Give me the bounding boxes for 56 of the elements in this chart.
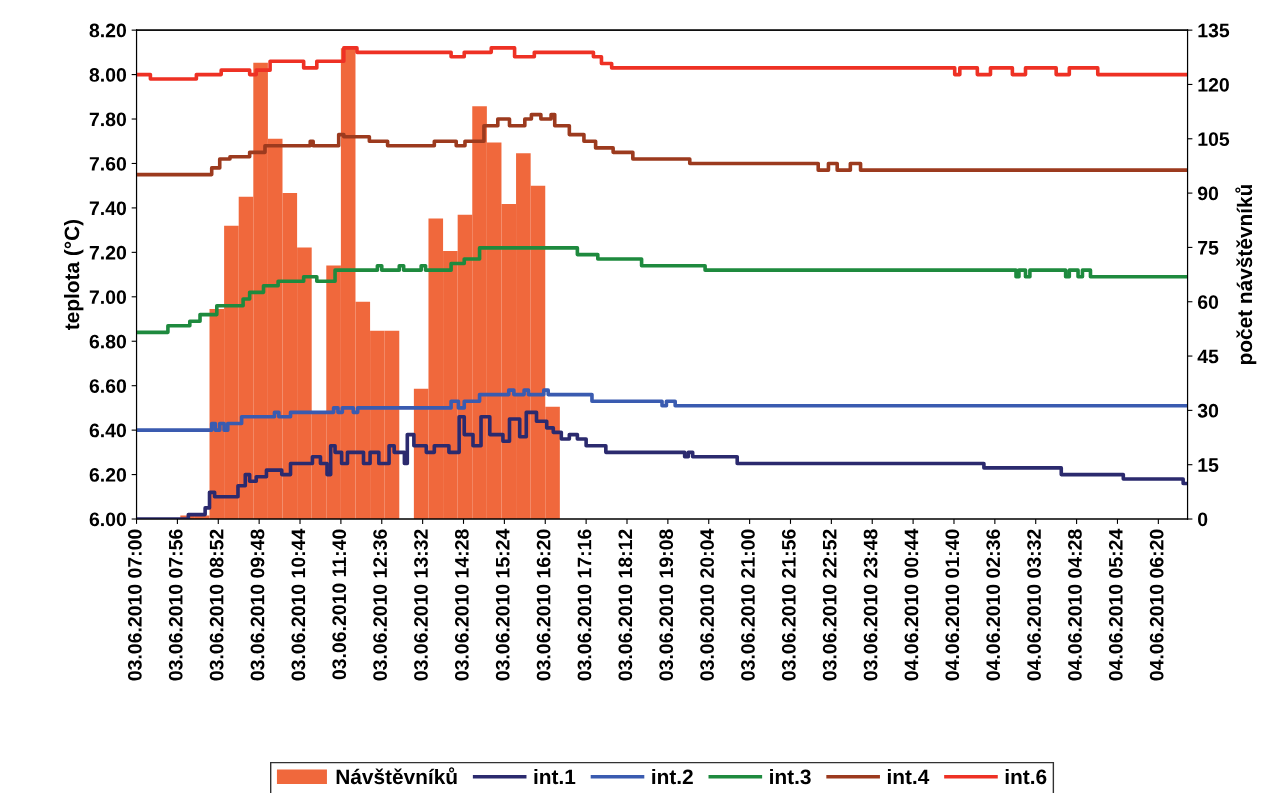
y-tick-label: 7.60 bbox=[89, 156, 127, 171]
y2-tick-label: 15 bbox=[1198, 458, 1219, 472]
x-tick-label: 03.06.2010 23:48 bbox=[863, 529, 878, 681]
x-tick-label: 04.06.2010 06:20 bbox=[1149, 529, 1164, 681]
x-tick-label: 03.06.2010 07:00 bbox=[127, 529, 142, 681]
x-tick-label: 04.06.2010 04:28 bbox=[1068, 529, 1082, 681]
y-tick-label: 6.00 bbox=[89, 512, 127, 527]
y-tick-label: 8.00 bbox=[89, 68, 127, 82]
x-tick-label: 03.06.2010 22:52 bbox=[822, 529, 837, 681]
x-tick-label: 03.06.2010 09:48 bbox=[250, 529, 265, 681]
y-tick-label: 6.60 bbox=[89, 379, 127, 393]
y-tick-label: 6.40 bbox=[89, 423, 127, 438]
x-tick-label: 03.06.2010 13:32 bbox=[414, 529, 428, 681]
y-tick-label: 6.20 bbox=[89, 468, 127, 482]
y2-tick-label: 90 bbox=[1197, 186, 1219, 201]
legend-label: Návštěvníků bbox=[336, 767, 457, 785]
x-tick-label: 03.06.2010 10:44 bbox=[291, 528, 306, 681]
y2-tick-label: 75 bbox=[1198, 241, 1219, 255]
x-tick-label: 03.06.2010 08:52 bbox=[209, 529, 224, 681]
x-tick-label: 03.06.2010 15:24 bbox=[495, 528, 510, 681]
y2-axis-title: počet návštěvníků bbox=[1235, 185, 1257, 365]
y-tick-label: 6.80 bbox=[89, 334, 127, 349]
x-tick-label: 03.06.2010 21:00 bbox=[741, 529, 755, 681]
y2-tick-label: 60 bbox=[1197, 295, 1219, 309]
legend-label: int.2 bbox=[652, 768, 693, 785]
x-tick-label: 03.06.2010 17:16 bbox=[577, 529, 592, 681]
y-tick-label: 8.20 bbox=[89, 23, 127, 38]
legend-label: int.6 bbox=[1005, 768, 1047, 785]
x-tick-label: 03.06.2010 21:56 bbox=[781, 529, 796, 681]
legend-label: int.3 bbox=[770, 768, 811, 785]
x-tick-label: 03.06.2010 16:20 bbox=[536, 529, 551, 681]
x-tick-label: 03.06.2010 14:28 bbox=[454, 529, 469, 681]
y2-tick-label: 120 bbox=[1198, 77, 1229, 92]
x-tick-label: 03.06.2010 20:04 bbox=[700, 528, 714, 681]
y-tick-label: 7.40 bbox=[89, 201, 127, 216]
x-tick-label: 04.06.2010 05:24 bbox=[1108, 528, 1123, 681]
x-tick-label: 03.06.2010 11:40 bbox=[332, 529, 347, 680]
x-tick-label: 03.06.2010 07:56 bbox=[168, 529, 183, 681]
x-tick-label: 04.06.2010 01:40 bbox=[945, 529, 960, 681]
y2-tick-label: 45 bbox=[1197, 349, 1219, 364]
x-tick-label: 03.06.2010 19:08 bbox=[659, 529, 674, 681]
y2-tick-label: 135 bbox=[1198, 23, 1230, 38]
y-tick-label: 7.20 bbox=[89, 245, 127, 260]
x-tick-label: 04.06.2010 00:44 bbox=[904, 528, 919, 681]
y2-tick-label: 0 bbox=[1198, 512, 1208, 527]
y-tick-label: 7.80 bbox=[89, 112, 127, 127]
x-tick-label: 03.06.2010 12:36 bbox=[373, 529, 388, 681]
x-tick-label: 03.06.2010 18:12 bbox=[618, 529, 633, 681]
y-tick-label: 7.00 bbox=[89, 290, 127, 305]
x-tick-label: 04.06.2010 02:36 bbox=[986, 529, 1001, 681]
legend-label: int.1 bbox=[534, 768, 576, 785]
y2-tick-label: 105 bbox=[1198, 132, 1230, 147]
x-tick-label: 04.06.2010 03:32 bbox=[1027, 529, 1041, 681]
y2-tick-label: 30 bbox=[1197, 403, 1219, 418]
y-axis-title: teplota (°C) bbox=[63, 219, 84, 330]
legend-label: int.4 bbox=[887, 768, 930, 785]
